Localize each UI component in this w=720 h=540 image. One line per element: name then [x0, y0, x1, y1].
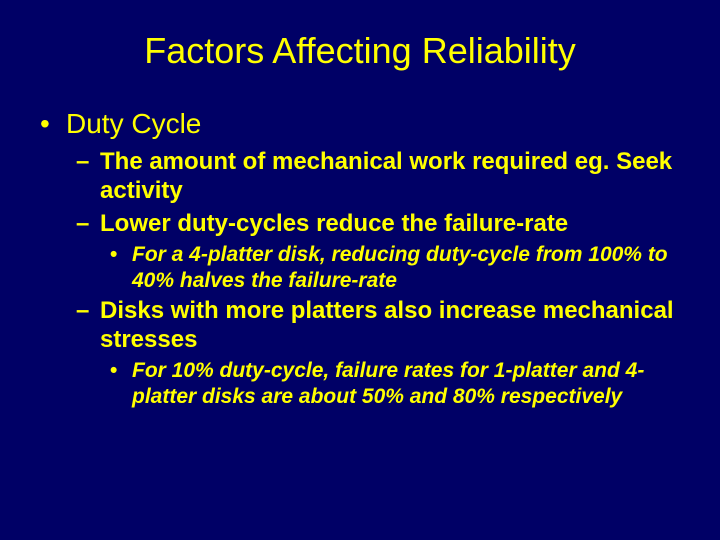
bullet-dash-icon: –	[76, 210, 100, 239]
bullet-level2: – Lower duty-cycles reduce the failure-r…	[76, 210, 680, 239]
bullet-level1: • Duty Cycle	[40, 108, 680, 140]
bullet-text: The amount of mechanical work required e…	[100, 148, 680, 206]
bullet-level2: – Disks with more platters also increase…	[76, 297, 680, 355]
bullet-level3: • For a 4-platter disk, reducing duty-cy…	[110, 242, 680, 292]
bullet-dash-icon: –	[76, 297, 100, 326]
bullet-dot-icon: •	[40, 108, 66, 140]
bullet-text: Disks with more platters also increase m…	[100, 297, 680, 355]
bullet-text: Lower duty-cycles reduce the failure-rat…	[100, 210, 680, 239]
bullet-level2: – The amount of mechanical work required…	[76, 148, 680, 206]
bullet-level3: • For 10% duty-cycle, failure rates for …	[110, 358, 680, 408]
bullet-dash-icon: –	[76, 148, 100, 177]
bullet-dot-icon: •	[110, 242, 132, 267]
bullet-text: Duty Cycle	[66, 108, 680, 140]
slide-title: Factors Affecting Reliability	[40, 30, 680, 72]
bullet-text: For 10% duty-cycle, failure rates for 1-…	[132, 358, 680, 408]
bullet-text: For a 4-platter disk, reducing duty-cycl…	[132, 242, 680, 292]
bullet-dot-icon: •	[110, 358, 132, 383]
